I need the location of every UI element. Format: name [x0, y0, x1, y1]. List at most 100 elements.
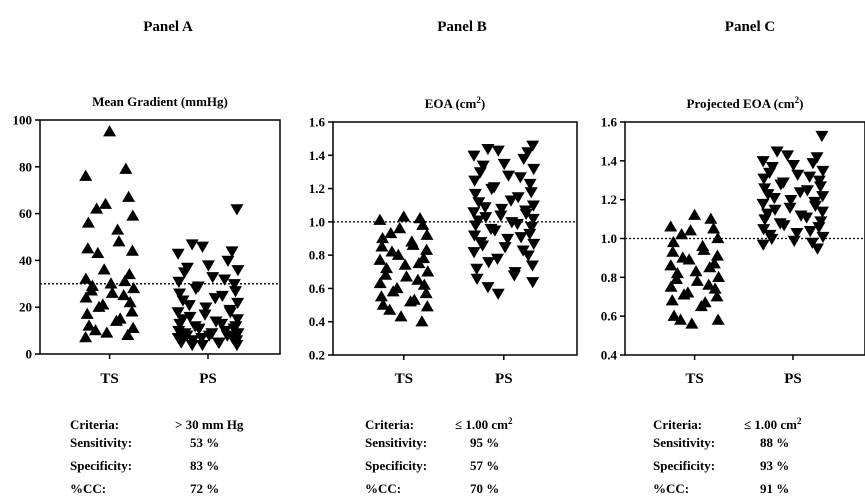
- data-point: [812, 222, 826, 234]
- data-point: [523, 228, 537, 241]
- y-tick-label: 0.6: [309, 281, 326, 296]
- y-tick-label: 1.6: [601, 115, 618, 130]
- data-point: [510, 218, 524, 231]
- data-point: [476, 160, 490, 172]
- data-point: [176, 295, 190, 307]
- data-point: [467, 150, 481, 162]
- stat-value: ≤ 1.00 cm2: [455, 416, 513, 432]
- stat-label: %CC:: [70, 481, 106, 496]
- data-point: [81, 216, 95, 228]
- series-ts: [373, 210, 435, 327]
- data-point: [373, 253, 387, 265]
- data-point: [476, 240, 490, 252]
- data-point: [490, 253, 504, 265]
- data-point: [494, 210, 508, 222]
- data-point: [670, 266, 684, 279]
- data-point: [100, 326, 114, 338]
- data-point: [376, 298, 390, 310]
- data-point: [664, 280, 678, 292]
- data-point: [231, 265, 245, 277]
- data-point: [761, 189, 775, 201]
- data-point: [756, 198, 770, 211]
- axis-title: Projected EOA (cm2): [687, 95, 804, 111]
- data-point: [419, 286, 433, 299]
- data-point: [212, 337, 226, 349]
- data-point: [685, 317, 699, 329]
- data-point: [206, 272, 220, 284]
- data-point: [123, 296, 137, 308]
- data-point: [373, 276, 387, 289]
- data-point: [90, 202, 104, 214]
- data-point: [215, 318, 229, 331]
- category-label: PS: [199, 371, 217, 387]
- stat-value: 93 %: [760, 458, 789, 473]
- data-point: [684, 224, 698, 236]
- data-point: [800, 212, 814, 224]
- data-point: [767, 193, 781, 205]
- data-point: [174, 337, 188, 349]
- data-point: [674, 313, 688, 325]
- data-point: [82, 319, 96, 331]
- data-point: [664, 259, 678, 271]
- data-point: [482, 257, 496, 269]
- data-point: [230, 339, 244, 352]
- category-label: TS: [395, 371, 413, 387]
- panel-b: Panel B EOA (cm2) 0.2 0.4 0.6 0.8 1.0 1.2 1.4 1.6…: [309, 19, 578, 496]
- data-point: [89, 324, 103, 336]
- data-point: [689, 265, 703, 277]
- data-point: [667, 309, 681, 321]
- panel-a: Panel A Mean Gradient (mmHg) 0 20 40 60 80 100 T…: [13, 19, 281, 496]
- data-point: [374, 290, 388, 302]
- data-point: [393, 222, 407, 234]
- data-point: [682, 253, 696, 265]
- data-point: [404, 295, 418, 307]
- data-point: [412, 256, 426, 269]
- data-point: [230, 204, 244, 216]
- data-point: [527, 163, 541, 176]
- data-point: [125, 244, 139, 256]
- data-point: [702, 278, 716, 290]
- y-tick-label: 60: [19, 206, 32, 221]
- data-point: [468, 188, 482, 201]
- data-point: [420, 243, 434, 255]
- series-ts: [664, 208, 726, 329]
- data-point: [527, 238, 541, 250]
- stat-label: Criteria:: [365, 417, 414, 432]
- data-point: [112, 235, 126, 247]
- data-point: [421, 265, 435, 277]
- data-point: [757, 173, 771, 185]
- data-point: [497, 158, 511, 171]
- data-point: [790, 227, 804, 240]
- category-label: PS: [495, 371, 513, 387]
- y-tick-label: 1.0: [309, 214, 325, 229]
- stat-value: 53 %: [190, 435, 219, 450]
- data-point: [185, 239, 199, 251]
- data-point: [192, 323, 206, 335]
- data-point: [815, 130, 829, 143]
- data-point: [478, 202, 492, 214]
- y-tick-label: 1.4: [601, 153, 618, 168]
- data-point: [121, 328, 135, 340]
- data-point: [380, 261, 394, 274]
- data-point: [675, 228, 689, 240]
- data-point: [485, 183, 499, 196]
- data-point: [504, 195, 518, 207]
- y-tick-label: 0.8: [309, 248, 326, 263]
- data-point: [420, 300, 434, 312]
- data-point: [383, 303, 397, 315]
- data-point: [811, 243, 825, 255]
- stat-value: 72 %: [190, 481, 219, 496]
- data-point: [398, 258, 412, 270]
- data-point: [122, 190, 136, 202]
- data-point: [805, 237, 819, 249]
- y-tick-label: 1.0: [601, 231, 617, 246]
- stat-value: ≤ 1.00 cm2: [744, 416, 802, 432]
- data-point: [373, 213, 387, 225]
- data-point: [810, 152, 824, 164]
- stat-label: %CC:: [365, 481, 401, 496]
- data-point: [803, 226, 817, 238]
- data-point: [386, 285, 400, 297]
- y-tick-label: 100: [13, 113, 33, 128]
- data-point: [182, 300, 196, 312]
- data-point: [710, 249, 724, 261]
